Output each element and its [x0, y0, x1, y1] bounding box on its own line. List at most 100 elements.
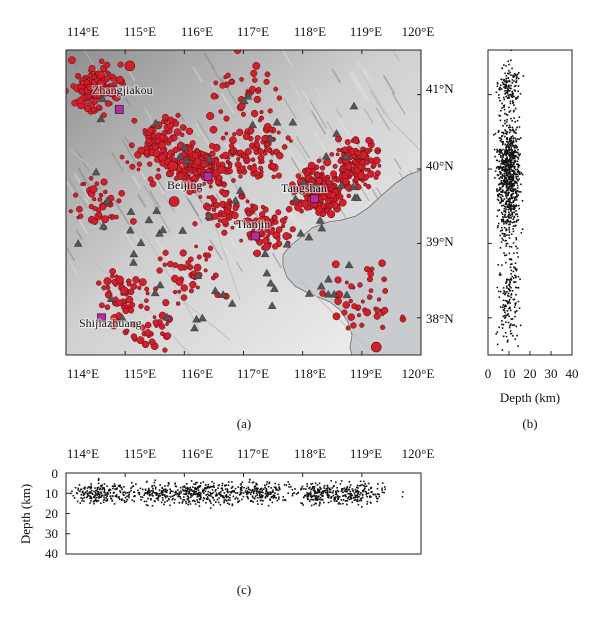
earthquake-dot	[101, 285, 107, 291]
earthquake-dot	[332, 163, 338, 169]
depth-point	[316, 484, 319, 486]
depth-point	[504, 129, 507, 132]
depth-point	[59, 487, 61, 489]
depth-point	[517, 300, 520, 303]
earthquake-dot	[255, 174, 261, 180]
depth-point	[301, 502, 304, 505]
depth-point	[151, 504, 154, 507]
earthquake-dot	[208, 143, 216, 150]
depth-point	[240, 489, 242, 491]
depth-point	[203, 487, 206, 489]
earthquake-dot	[319, 290, 326, 297]
terrain-ridge	[286, 210, 294, 221]
depth-point	[161, 494, 164, 496]
depth-point	[133, 495, 135, 498]
depth-point	[510, 87, 512, 90]
depth-point	[198, 486, 201, 488]
depth-point	[306, 493, 309, 496]
depth-point	[368, 495, 371, 497]
earthquake-dot	[249, 85, 256, 93]
depth-point	[252, 496, 254, 499]
depth-point	[333, 500, 336, 502]
depth-point	[212, 504, 215, 506]
depth-point	[106, 485, 108, 487]
station-triangle	[304, 232, 314, 241]
depth-point	[314, 497, 317, 500]
depth-point	[500, 78, 502, 81]
depth-point	[500, 202, 502, 204]
depth-point	[340, 480, 343, 482]
depth-point	[504, 211, 507, 213]
depth-point	[202, 490, 204, 493]
depth-point	[110, 498, 113, 500]
depth-point	[260, 488, 262, 490]
depth-point	[137, 492, 140, 494]
depth-point	[307, 498, 310, 501]
earthquake-dot	[186, 188, 193, 196]
depth-point	[508, 326, 511, 329]
depth-point	[165, 491, 168, 494]
depth-point	[505, 208, 507, 211]
depth-point	[495, 167, 498, 169]
depth-point	[354, 494, 356, 497]
depth-point	[126, 495, 128, 497]
depth-point	[295, 493, 298, 495]
earthquake-dot	[252, 61, 261, 70]
map-bottom-lon-labels: 114°E 115°E 116°E 117°E 118°E 119°E 120°…	[67, 366, 434, 381]
depth-point	[248, 491, 251, 494]
depth-point	[360, 492, 362, 494]
depth-point	[227, 484, 230, 487]
depth-point	[512, 184, 514, 186]
earthquake-dot	[189, 140, 196, 147]
depth-point	[141, 496, 144, 499]
station-triangle	[329, 289, 339, 298]
station-triangle	[210, 286, 220, 294]
depth-point	[517, 85, 520, 87]
depth-point	[515, 238, 518, 241]
depth-point	[503, 198, 506, 200]
depth-point	[204, 490, 207, 493]
depth-point	[77, 489, 80, 491]
depth-point	[259, 488, 261, 491]
depth-point	[231, 503, 234, 505]
depth-point	[514, 190, 517, 193]
station-triangle	[248, 120, 258, 129]
depth-point	[86, 487, 89, 489]
depth-point	[182, 488, 184, 491]
depth-point	[184, 493, 187, 495]
depth-point	[517, 71, 520, 74]
depth-point	[100, 496, 102, 499]
depth-point	[378, 493, 380, 496]
depth-point	[500, 200, 503, 203]
depth-point	[502, 200, 505, 202]
depth-point	[357, 491, 360, 494]
earthquake-dot	[381, 276, 387, 283]
earthquake-dot	[263, 78, 270, 85]
depth-point	[90, 483, 92, 485]
depth-point	[502, 219, 505, 222]
depth-point	[516, 182, 518, 184]
depth-point	[508, 185, 511, 188]
depth-point	[512, 270, 515, 273]
depth-point	[235, 492, 237, 494]
depth-point	[511, 275, 514, 278]
depth-point	[505, 280, 508, 282]
depth-point	[510, 294, 513, 296]
depth-point	[504, 317, 506, 319]
earthquake-dot	[87, 73, 93, 79]
depth-point	[507, 60, 510, 63]
depth-point	[509, 302, 511, 304]
terrain-ridge	[187, 198, 200, 217]
depth-point	[180, 486, 182, 489]
depth-point	[507, 175, 510, 178]
earthquake-dot	[335, 152, 340, 157]
depth-point	[144, 492, 147, 494]
depth-point	[505, 254, 508, 256]
terrain-ridge	[136, 193, 147, 208]
depth-point	[190, 494, 193, 496]
depth-point	[512, 176, 515, 179]
depth-point	[507, 94, 510, 97]
depth-point	[508, 106, 510, 109]
earthquake-dot	[371, 162, 377, 169]
depth-point	[231, 485, 234, 488]
